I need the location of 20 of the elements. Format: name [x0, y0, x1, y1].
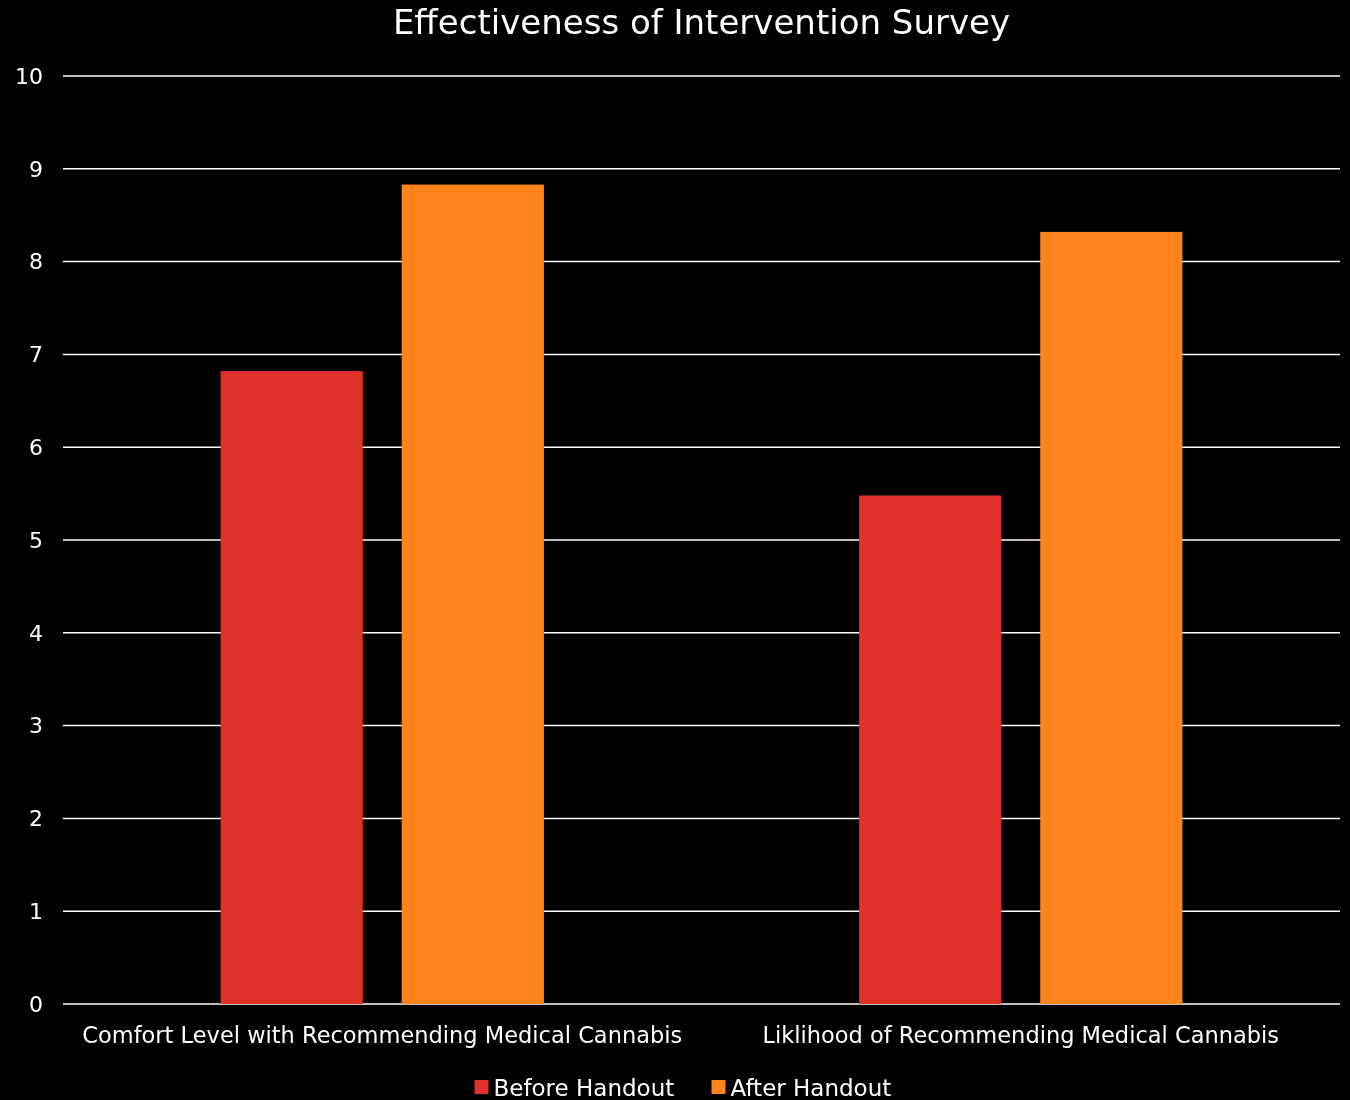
y-tick-label: 10	[15, 63, 43, 89]
y-tick-label: 3	[29, 713, 43, 739]
y-tick-label: 0	[29, 991, 43, 1017]
x-tick-label: Liklihood of Recommending Medical Cannabis	[762, 1022, 1280, 1048]
y-tick-label: 4	[29, 620, 43, 646]
y-tick-label: 2	[29, 806, 43, 832]
legend-label: After Handout	[730, 1075, 892, 1100]
y-tick-label: 1	[29, 898, 43, 924]
chart-title: Effectiveness of Intervention Survey	[392, 2, 1011, 42]
y-tick-label: 8	[29, 249, 43, 275]
bar	[859, 495, 1002, 1004]
y-tick-label: 6	[29, 434, 43, 460]
y-tick-label: 9	[29, 156, 43, 182]
legend-label: Before Handout	[493, 1075, 675, 1100]
x-tick-label: Comfort Level with Recommending Medical Cannabis	[82, 1022, 683, 1048]
bar	[220, 371, 363, 1004]
bar	[401, 184, 544, 1004]
bar	[1040, 231, 1183, 1004]
y-tick-label: 7	[29, 342, 43, 368]
y-tick-label: 5	[29, 527, 43, 553]
